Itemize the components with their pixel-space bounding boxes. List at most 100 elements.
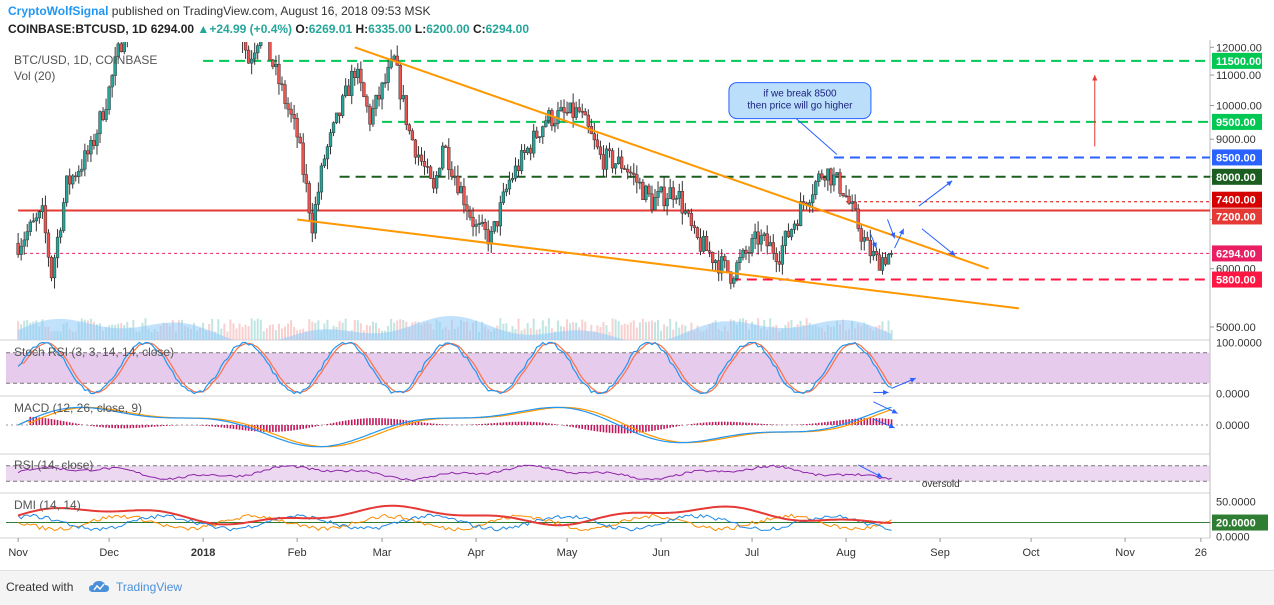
candle-body — [577, 107, 581, 112]
volume-bar — [611, 318, 614, 340]
stoch-band — [6, 352, 1210, 384]
volume-bar — [632, 320, 635, 340]
candle-body — [450, 169, 454, 177]
level-label: 6294.00 — [1216, 248, 1256, 260]
volume-bar — [232, 323, 235, 340]
candle-body — [768, 242, 772, 247]
dmi-tick-label: 0.0000 — [1216, 532, 1250, 544]
tradingview-cloud-icon[interactable] — [88, 580, 110, 594]
candle-body — [650, 193, 654, 211]
tradingview-brand[interactable]: TradingView — [116, 580, 183, 594]
volume-bar — [647, 321, 650, 340]
candle-body — [22, 239, 26, 247]
candle-body — [40, 205, 45, 212]
volume-bar — [374, 322, 377, 340]
candle-body — [74, 175, 78, 178]
candle-body — [307, 183, 311, 214]
candle-body — [774, 253, 778, 262]
candle-body — [753, 231, 757, 239]
volume-bar — [675, 321, 678, 340]
level-label: 7200.00 — [1216, 211, 1256, 223]
rsi-oversold-note: oversold — [922, 479, 960, 490]
footer: Created with TradingView — [0, 570, 1274, 605]
candle-body — [422, 161, 427, 167]
volume-bar — [241, 327, 244, 340]
candle-body — [686, 210, 691, 214]
candle-body — [416, 154, 421, 158]
candle-body — [501, 191, 506, 203]
candle-body — [395, 55, 399, 66]
candle-body — [507, 179, 512, 190]
candle-body — [365, 96, 369, 107]
macd-label: MACD (12, 26, close, 9) — [14, 401, 142, 415]
candle-body — [350, 70, 354, 96]
candle-body — [762, 233, 766, 236]
candle-body — [720, 256, 724, 274]
candle-body — [474, 224, 478, 227]
volume-bar — [368, 325, 371, 340]
volume-bar — [672, 329, 675, 340]
candle-body — [359, 68, 363, 84]
candle-body — [623, 168, 627, 170]
x-tick-label: Dec — [99, 547, 119, 559]
candle-body — [413, 139, 418, 158]
rsi-label: RSI (14, close) — [14, 458, 93, 472]
callout-box — [728, 82, 872, 120]
candle-body — [638, 181, 642, 184]
candle-body — [65, 175, 69, 203]
candle-body — [392, 55, 396, 60]
candle-body — [122, 42, 126, 52]
volume-bar — [654, 322, 657, 340]
volume-bar — [644, 322, 647, 340]
candle-body — [844, 195, 848, 198]
volume-bar — [602, 321, 605, 340]
candle-body — [334, 112, 339, 123]
candle-body — [889, 253, 894, 255]
candle-body — [86, 150, 90, 155]
volume-bar — [220, 328, 223, 340]
level-label-bg — [1212, 245, 1262, 262]
candle-body — [301, 142, 305, 175]
candle-body — [607, 148, 612, 151]
candle-body — [741, 249, 745, 258]
volume-bar — [223, 323, 226, 340]
candle-body — [601, 154, 606, 170]
candle-body — [656, 191, 660, 198]
candle-body — [780, 245, 785, 265]
projection-arrow-head — [949, 250, 956, 256]
candle-body — [529, 147, 533, 154]
x-tick-label: Nov — [1115, 547, 1135, 559]
candle-body — [707, 250, 712, 253]
volume-bar — [669, 318, 672, 340]
candle-body — [641, 181, 645, 200]
candle-body — [544, 120, 548, 127]
candle-body — [380, 82, 384, 100]
volume-bar — [217, 319, 220, 340]
author-link[interactable]: CryptoWolfSignal — [8, 4, 109, 18]
candle-body — [353, 70, 357, 78]
candle-body — [468, 210, 472, 218]
price-tick-label: 10000.00 — [1216, 101, 1262, 113]
candle-body — [444, 145, 448, 148]
candle-body — [489, 231, 493, 245]
volume-bar — [526, 323, 529, 340]
candle-body — [404, 95, 408, 125]
candle-body — [58, 230, 63, 238]
candle-body — [271, 59, 275, 67]
stoch-arrow-head — [883, 389, 889, 396]
candle-body — [865, 237, 869, 241]
candle-body — [447, 147, 451, 170]
candle-body — [792, 223, 797, 230]
chart-title: BTC/USD, 1D, COINBASE — [14, 53, 157, 67]
volume-bar — [547, 318, 550, 340]
candle-body — [295, 118, 299, 138]
projection-arrow — [921, 228, 956, 257]
candle-body — [704, 236, 709, 251]
change-value: +24.99 (+0.4%) — [209, 22, 293, 36]
candle-body — [331, 122, 336, 133]
candle-body — [586, 114, 590, 127]
candle-body — [535, 130, 539, 138]
candle-body — [401, 95, 405, 100]
volume-bar — [681, 324, 684, 340]
